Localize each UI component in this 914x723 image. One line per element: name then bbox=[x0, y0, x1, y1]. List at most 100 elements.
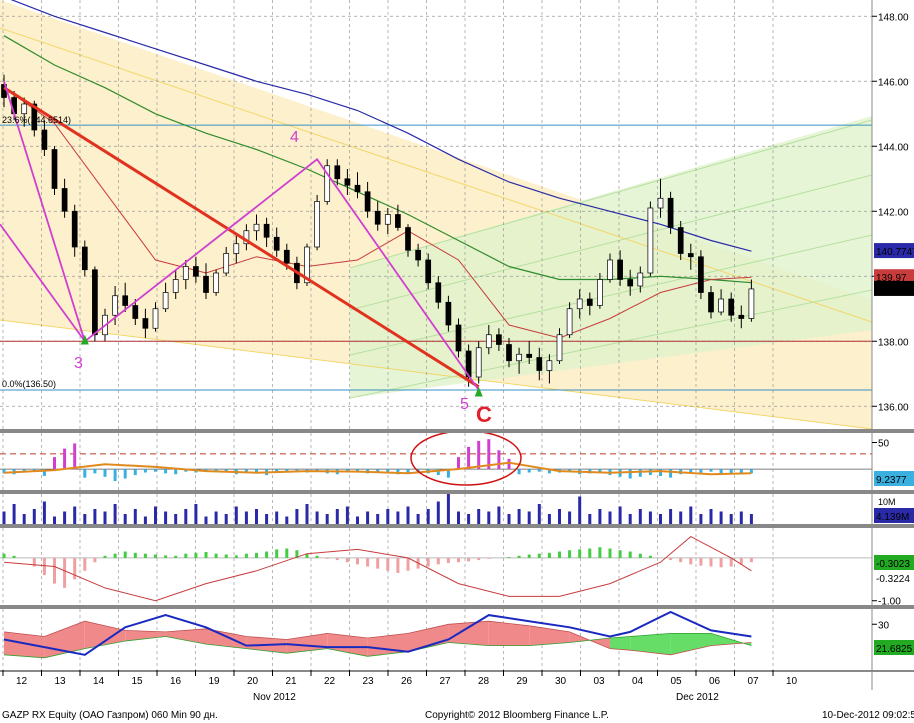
macd-bar bbox=[335, 557, 339, 561]
volume-bar bbox=[527, 511, 531, 524]
x-tick-label: 15 bbox=[132, 676, 144, 687]
volume-bar bbox=[194, 504, 198, 524]
volume-bar bbox=[356, 516, 359, 524]
candle bbox=[435, 282, 442, 303]
volume-bar bbox=[507, 514, 511, 524]
candle bbox=[667, 197, 674, 228]
x-tick-label: 07 bbox=[748, 676, 760, 687]
stoch-cloud bbox=[488, 621, 530, 646]
macd-bar bbox=[133, 552, 137, 558]
rsi-bar bbox=[123, 469, 127, 479]
macd-bar bbox=[224, 554, 228, 558]
volume-bar bbox=[568, 511, 572, 524]
last-price-value: 139.61 bbox=[876, 285, 907, 296]
x-tick-label: 28 bbox=[478, 676, 490, 687]
volume-bar bbox=[689, 506, 693, 524]
rsi-bar bbox=[659, 469, 662, 476]
volume-bar bbox=[749, 514, 753, 524]
macd-bar bbox=[588, 548, 592, 558]
candle bbox=[162, 292, 169, 310]
candle bbox=[223, 253, 230, 274]
candle bbox=[31, 103, 38, 131]
stoch-cloud bbox=[84, 621, 126, 649]
volume-bar bbox=[497, 506, 501, 524]
volume-bar bbox=[73, 506, 77, 524]
candle bbox=[738, 314, 745, 319]
rsi-bar bbox=[699, 469, 703, 473]
rsi-bar bbox=[487, 439, 491, 470]
candle bbox=[526, 353, 533, 358]
macd-bar bbox=[467, 557, 471, 562]
macd-bar bbox=[568, 550, 572, 558]
macd-bar bbox=[578, 549, 582, 558]
ma-red-value: 139.97 bbox=[876, 273, 907, 284]
stoch-cloud bbox=[610, 636, 631, 651]
volume-bar bbox=[345, 506, 349, 524]
macd-bar bbox=[446, 557, 450, 564]
volume-bar bbox=[315, 511, 319, 524]
macd-bar bbox=[648, 555, 652, 558]
candle bbox=[304, 246, 310, 284]
macd-bar bbox=[204, 551, 208, 558]
candle bbox=[607, 259, 613, 280]
candle bbox=[647, 207, 654, 274]
volume-bar bbox=[578, 496, 582, 524]
fib-label-23: 23.6%(144.6514) bbox=[2, 115, 71, 125]
macd-bar bbox=[477, 557, 481, 561]
rsi-bar bbox=[467, 446, 471, 470]
stoch-upper-line bbox=[3, 620, 752, 656]
macd-bar bbox=[295, 550, 299, 558]
macd-bar bbox=[285, 548, 289, 558]
volume-bar bbox=[628, 514, 632, 524]
stoch-cloud bbox=[206, 628, 247, 649]
macd-bar bbox=[356, 557, 359, 565]
candle bbox=[516, 353, 522, 362]
rsi-bar bbox=[103, 469, 107, 477]
candle bbox=[395, 214, 401, 228]
volume-bar bbox=[295, 509, 299, 524]
candle bbox=[425, 259, 432, 284]
macd-bar bbox=[396, 557, 400, 573]
macd-bar bbox=[487, 557, 491, 559]
ma-red-line bbox=[3, 87, 752, 339]
rsi-bar bbox=[446, 469, 450, 478]
volume-bar bbox=[669, 509, 673, 524]
volume-bar bbox=[93, 509, 97, 524]
rsi-bar bbox=[42, 469, 46, 476]
stoch-cloud bbox=[4, 631, 45, 658]
candle bbox=[485, 334, 492, 349]
x-tick-label: 22 bbox=[324, 676, 336, 687]
volume-bar bbox=[133, 509, 137, 524]
macd-bar bbox=[729, 557, 733, 567]
volume-bar bbox=[648, 511, 652, 524]
x-axis: 12 13 14 15 16 19 20 21 22 23 26 27 28 29 30 03 04 05 06 07… bbox=[2, 670, 798, 703]
candle bbox=[586, 298, 593, 306]
price-panel-background bbox=[0, 0, 872, 429]
volume-bar bbox=[184, 509, 188, 524]
fib-label-0: 0.0%(136.50) bbox=[2, 379, 56, 389]
macd-bar bbox=[749, 557, 753, 563]
rsi-bar bbox=[386, 469, 390, 472]
rsi-bar bbox=[749, 469, 753, 474]
volume-bar bbox=[214, 511, 218, 524]
macd-hidden-value-box bbox=[874, 555, 914, 570]
rsi-bar bbox=[164, 469, 168, 474]
volume-bar bbox=[32, 509, 36, 524]
volume-bar bbox=[63, 511, 67, 524]
candle bbox=[698, 256, 704, 293]
rsi-bar bbox=[63, 448, 67, 470]
volume-bar bbox=[305, 504, 309, 524]
macd-bar bbox=[63, 557, 67, 588]
candle bbox=[253, 223, 260, 232]
rsi-bar bbox=[2, 469, 6, 474]
candle bbox=[354, 184, 361, 193]
candle bbox=[203, 275, 209, 293]
rsi-bar bbox=[93, 469, 97, 474]
volume-bar bbox=[83, 514, 87, 524]
macd-bar bbox=[275, 549, 279, 558]
rsi-bar bbox=[143, 469, 147, 473]
volume-bar bbox=[53, 516, 56, 524]
macd-bar bbox=[457, 557, 460, 563]
rsi-bar bbox=[436, 469, 440, 476]
volume-bar bbox=[154, 506, 157, 524]
